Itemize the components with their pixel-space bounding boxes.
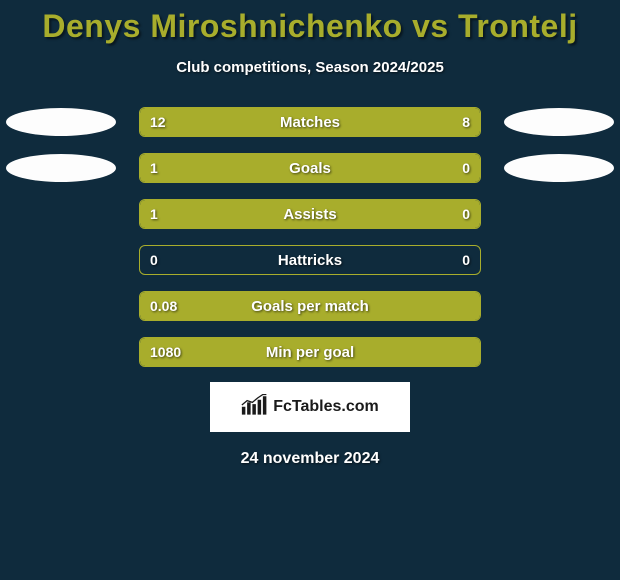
stat-bar-right [344,108,480,136]
stat-bar-track: 1080Min per goal [139,337,481,367]
stat-row: 1080Min per goal [0,336,620,368]
stat-bar-track: 10Goals [139,153,481,183]
stat-row: 10Goals [0,152,620,184]
stat-bar-right [402,154,480,182]
page-title: Denys Miroshnichenko vs Trontelj [0,0,620,45]
stat-row: 0.08Goals per match [0,290,620,322]
stat-bar-right [402,200,480,228]
player-photo-left [6,108,116,136]
date-label: 24 november 2024 [0,450,620,468]
player-photo-right [504,154,614,182]
stat-bar-track: 128Matches [139,107,481,137]
stat-value-right: 0 [462,246,470,274]
player-photo-left [6,154,116,182]
subtitle: Club competitions, Season 2024/2025 [0,59,620,76]
branding-text: FcTables.com [273,398,379,416]
stat-bar-left [140,338,480,366]
stat-value-left: 0 [150,246,158,274]
chart-icon [241,394,269,421]
stat-bar-left [140,292,480,320]
stat-bar-track: 0.08Goals per match [139,291,481,321]
stat-bar-track: 10Assists [139,199,481,229]
stat-row: 10Assists [0,198,620,230]
stat-label: Hattricks [140,246,480,274]
branding-badge: FcTables.com [210,382,410,432]
stat-row: 128Matches [0,106,620,138]
stat-bar-left [140,200,402,228]
stats-container: 128Matches 10Goals 10Assists 0 0Hattricks 0.0… [0,106,620,368]
stat-row: 0 0Hattricks [0,244,620,276]
stat-bar-track: 0 0Hattricks [139,245,481,275]
stat-bar-left [140,154,402,182]
stat-bar-left [140,108,344,136]
player-photo-right [504,108,614,136]
